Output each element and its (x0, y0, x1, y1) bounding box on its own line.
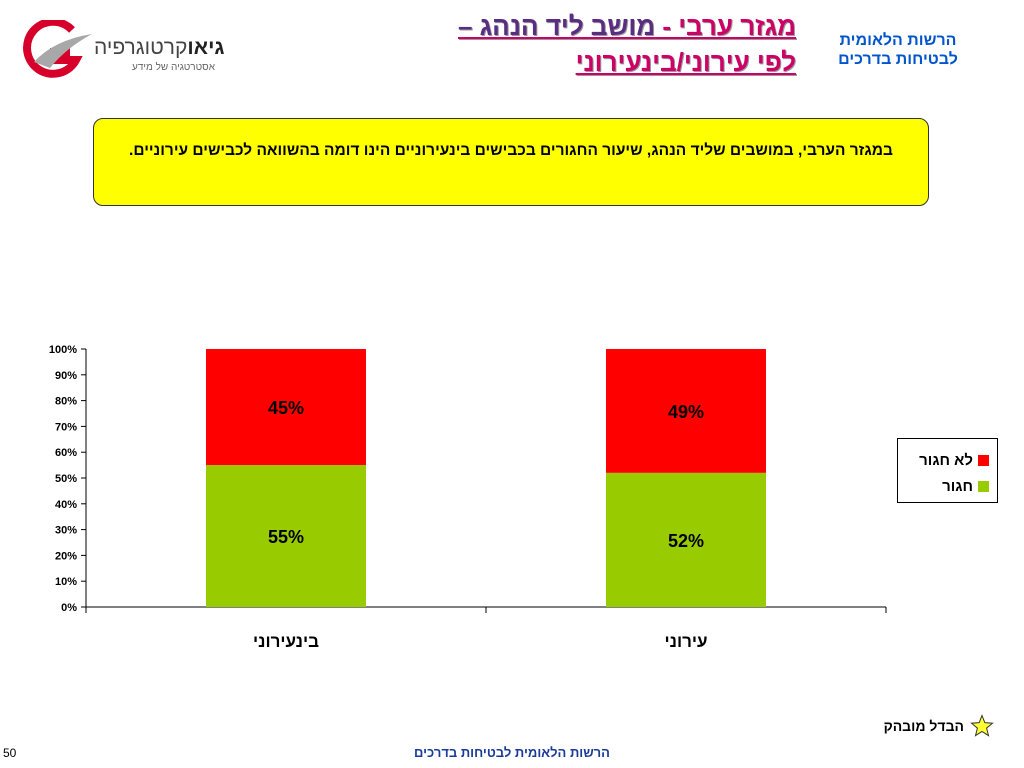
legend-swatch-not-belted (978, 454, 989, 466)
significance-note: הבדל מובהק (884, 714, 994, 738)
chart-legend: לא חגור חגור (897, 438, 998, 503)
y-tick-label: 70% (55, 421, 77, 433)
data-label-belted: 55% (268, 527, 304, 547)
y-tick-label: 100% (49, 344, 77, 356)
organization-line2: לבטיחות בדרכים (838, 51, 958, 68)
bar-belted (206, 465, 366, 607)
organization-line1: הרשות הלאומית (839, 32, 957, 49)
stacked-bar-chart: 0% 10% 20% 30% 40% 50% 60% 70% 80% 90% 100% 55% 45% ב… (49, 344, 887, 651)
y-tick-label: 50% (55, 473, 77, 485)
page-title: מגזר ערבי - מושב ליד הנהג – לפי עירוני/ב… (326, 8, 796, 80)
data-label-not-belted: 45% (268, 398, 304, 418)
y-tick-label: 40% (55, 499, 77, 511)
significance-label: הבדל מובהק (883, 718, 964, 734)
organization-name: הרשות הלאומית לבטיחות בדרכים (808, 31, 988, 69)
y-tick-label: 0% (61, 602, 77, 614)
legend-item-not-belted: לא חגור (904, 447, 989, 473)
data-label-not-belted: 49% (668, 402, 704, 422)
title-part1: מגזר ערבי - (655, 11, 796, 41)
logo-brand-text: גיאוקרטוגרפיה (94, 36, 225, 59)
y-tick-label: 20% (55, 550, 77, 562)
data-label-belted: 52% (668, 531, 704, 551)
legend-label-belted: חגור (942, 477, 973, 495)
title-line2: לפי עירוני/בינעירוני (575, 47, 796, 77)
footer-text: הרשות הלאומית לבטיחות בדרכים (414, 745, 610, 760)
geocartography-logo: גיאוקרטוגרפיה אסטרטגיה של מידע (14, 17, 244, 80)
y-tick-label: 60% (55, 447, 77, 459)
y-tick-label: 80% (55, 396, 77, 408)
y-tick-label: 30% (55, 525, 77, 537)
logo-tagline: אסטרטגיה של מידע (132, 62, 215, 73)
bar-not-belted (606, 349, 766, 473)
summary-callout: במגזר הערבי, במושבים שליד הנהג, שיעור הח… (93, 118, 929, 206)
bar-belted (606, 472, 766, 607)
callout-text: במגזר הערבי, במושבים שליד הנהג, שיעור הח… (129, 142, 893, 159)
legend-item-belted: חגור (904, 473, 989, 499)
y-tick-label: 10% (55, 576, 77, 588)
legend-label-not-belted: לא חגור (919, 451, 973, 469)
category-label: בינעירוני (253, 632, 319, 651)
title-part2: מושב ליד הנהג – (458, 11, 656, 41)
star-icon (970, 714, 994, 737)
y-tick-label: 90% (55, 370, 77, 382)
legend-swatch-belted (978, 480, 989, 492)
logo-mark-icon (23, 17, 92, 78)
bar-not-belted (206, 349, 366, 466)
category-label: עירוני (664, 632, 707, 651)
page-number: 50 (3, 746, 17, 760)
